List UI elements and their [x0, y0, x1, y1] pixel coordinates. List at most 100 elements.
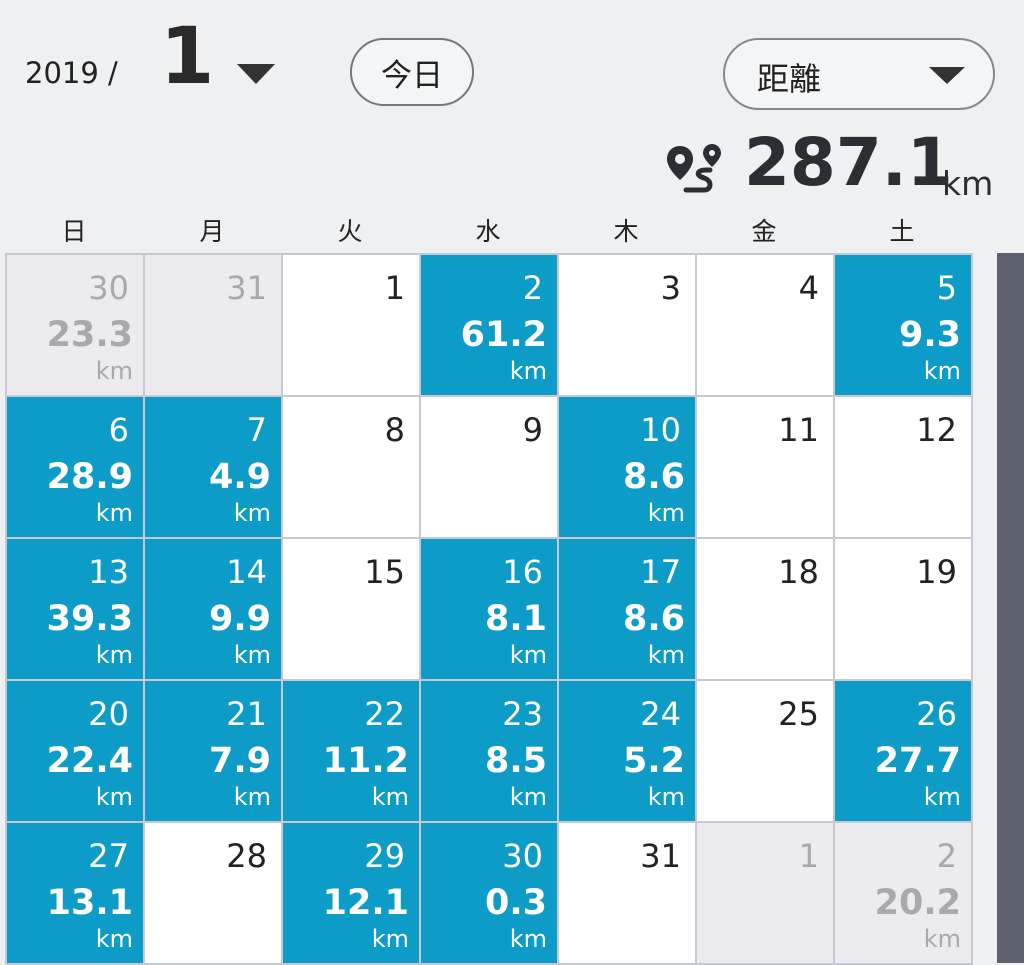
day-distance-unit: km — [95, 357, 133, 385]
day-number: 20 — [88, 695, 129, 733]
day-distance: 12.1 — [322, 883, 409, 923]
day-distance: 11.2 — [322, 741, 409, 781]
calendar-day-cell[interactable]: 27 13.1 km — [7, 823, 143, 963]
calendar-day-cell[interactable]: 24 5.2 km — [559, 681, 695, 821]
calendar-day-cell[interactable]: 14 9.9 km — [145, 539, 281, 679]
chevron-down-icon — [929, 67, 965, 84]
calendar-day-cell[interactable]: 21 7.9 km — [145, 681, 281, 821]
day-distance-unit: km — [371, 925, 409, 953]
day-distance: 23.3 — [46, 315, 133, 355]
calendar-day-cell[interactable]: 28 — [145, 823, 281, 963]
chevron-down-icon[interactable] — [237, 64, 275, 84]
today-button[interactable]: 今日 — [350, 38, 474, 106]
calendar-day-cell[interactable]: 9 — [421, 397, 557, 537]
day-number: 29 — [364, 837, 405, 875]
total-distance-value: 287.1 — [744, 124, 953, 201]
day-number: 2 — [936, 837, 957, 875]
weekday-mon: 月 — [199, 217, 225, 246]
day-number: 5 — [936, 269, 957, 307]
calendar-day-cell[interactable]: 29 12.1 km — [283, 823, 419, 963]
day-distance: 28.9 — [46, 457, 133, 497]
calendar-day-cell[interactable]: 31 — [145, 255, 281, 395]
day-number: 19 — [916, 553, 957, 591]
calendar-day-cell[interactable]: 15 — [283, 539, 419, 679]
weekday-sun: 日 — [61, 217, 87, 246]
day-distance-unit: km — [233, 499, 271, 527]
day-distance-unit: km — [509, 783, 547, 811]
weekday-tue: 火 — [337, 217, 363, 246]
calendar-day-cell[interactable]: 23 8.5 km — [421, 681, 557, 821]
day-distance: 22.4 — [46, 741, 133, 781]
day-distance: 13.1 — [46, 883, 133, 923]
month-label[interactable]: 1 — [160, 12, 215, 102]
day-number: 31 — [226, 269, 267, 307]
calendar-day-cell[interactable]: 3 — [559, 255, 695, 395]
scrollbar[interactable] — [997, 253, 1024, 963]
day-distance-unit: km — [95, 783, 133, 811]
day-number: 27 — [88, 837, 129, 875]
total-distance-unit: km — [942, 164, 994, 203]
day-number: 30 — [502, 837, 543, 875]
day-distance: 0.3 — [484, 883, 547, 923]
weekday-fri: 金 — [751, 217, 777, 246]
day-distance-unit: km — [95, 641, 133, 669]
day-distance: 9.9 — [208, 599, 271, 639]
mode-select[interactable]: 距離 — [723, 38, 995, 110]
calendar-day-cell[interactable]: 2 20.2 km — [835, 823, 971, 963]
calendar-day-cell[interactable]: 20 22.4 km — [7, 681, 143, 821]
day-distance: 7.9 — [208, 741, 271, 781]
calendar-day-cell[interactable]: 4 — [697, 255, 833, 395]
route-icon — [667, 144, 721, 193]
day-number: 26 — [916, 695, 957, 733]
calendar-day-cell[interactable]: 31 — [559, 823, 695, 963]
calendar-day-cell[interactable]: 11 — [697, 397, 833, 537]
day-distance: 8.1 — [484, 599, 547, 639]
day-distance: 4.9 — [208, 457, 271, 497]
day-distance-unit: km — [509, 641, 547, 669]
day-number: 31 — [640, 837, 681, 875]
day-number: 1 — [798, 837, 819, 875]
calendar-day-cell[interactable]: 10 8.6 km — [559, 397, 695, 537]
day-number: 18 — [778, 553, 819, 591]
calendar-day-cell[interactable]: 30 0.3 km — [421, 823, 557, 963]
day-distance: 61.2 — [460, 315, 547, 355]
day-number: 16 — [502, 553, 543, 591]
calendar-day-cell[interactable]: 7 4.9 km — [145, 397, 281, 537]
day-number: 1 — [384, 269, 405, 307]
calendar-day-cell[interactable]: 22 11.2 km — [283, 681, 419, 821]
calendar-day-cell[interactable]: 30 23.3 km — [7, 255, 143, 395]
day-number: 9 — [522, 411, 543, 449]
calendar-day-cell[interactable]: 13 39.3 km — [7, 539, 143, 679]
calendar-day-cell[interactable]: 12 — [835, 397, 971, 537]
calendar-day-cell[interactable]: 19 — [835, 539, 971, 679]
calendar-day-cell[interactable]: 18 — [697, 539, 833, 679]
day-distance: 27.7 — [874, 741, 961, 781]
day-distance-unit: km — [647, 499, 685, 527]
day-number: 28 — [226, 837, 267, 875]
day-distance-unit: km — [509, 357, 547, 385]
day-distance: 20.2 — [874, 883, 961, 923]
calendar-day-cell[interactable]: 8 — [283, 397, 419, 537]
calendar-day-cell[interactable]: 25 — [697, 681, 833, 821]
day-number: 21 — [226, 695, 267, 733]
year-label: 2019 / — [25, 56, 118, 90]
calendar-day-cell[interactable]: 1 — [697, 823, 833, 963]
day-number: 6 — [108, 411, 129, 449]
day-distance-unit: km — [371, 783, 409, 811]
calendar-day-cell[interactable]: 6 28.9 km — [7, 397, 143, 537]
calendar-day-cell[interactable]: 2 61.2 km — [421, 255, 557, 395]
day-number: 14 — [226, 553, 267, 591]
calendar-day-cell[interactable]: 5 9.3 km — [835, 255, 971, 395]
day-number: 12 — [916, 411, 957, 449]
day-number: 10 — [640, 411, 681, 449]
day-distance: 9.3 — [898, 315, 961, 355]
weekday-sat: 土 — [889, 217, 915, 246]
day-distance-unit: km — [647, 641, 685, 669]
calendar-day-cell[interactable]: 17 8.6 km — [559, 539, 695, 679]
calendar-day-cell[interactable]: 26 27.7 km — [835, 681, 971, 821]
calendar-day-cell[interactable]: 16 8.1 km — [421, 539, 557, 679]
weekday-wed: 水 — [475, 217, 501, 246]
day-number: 13 — [88, 553, 129, 591]
day-distance-unit: km — [923, 357, 961, 385]
calendar-day-cell[interactable]: 1 — [283, 255, 419, 395]
